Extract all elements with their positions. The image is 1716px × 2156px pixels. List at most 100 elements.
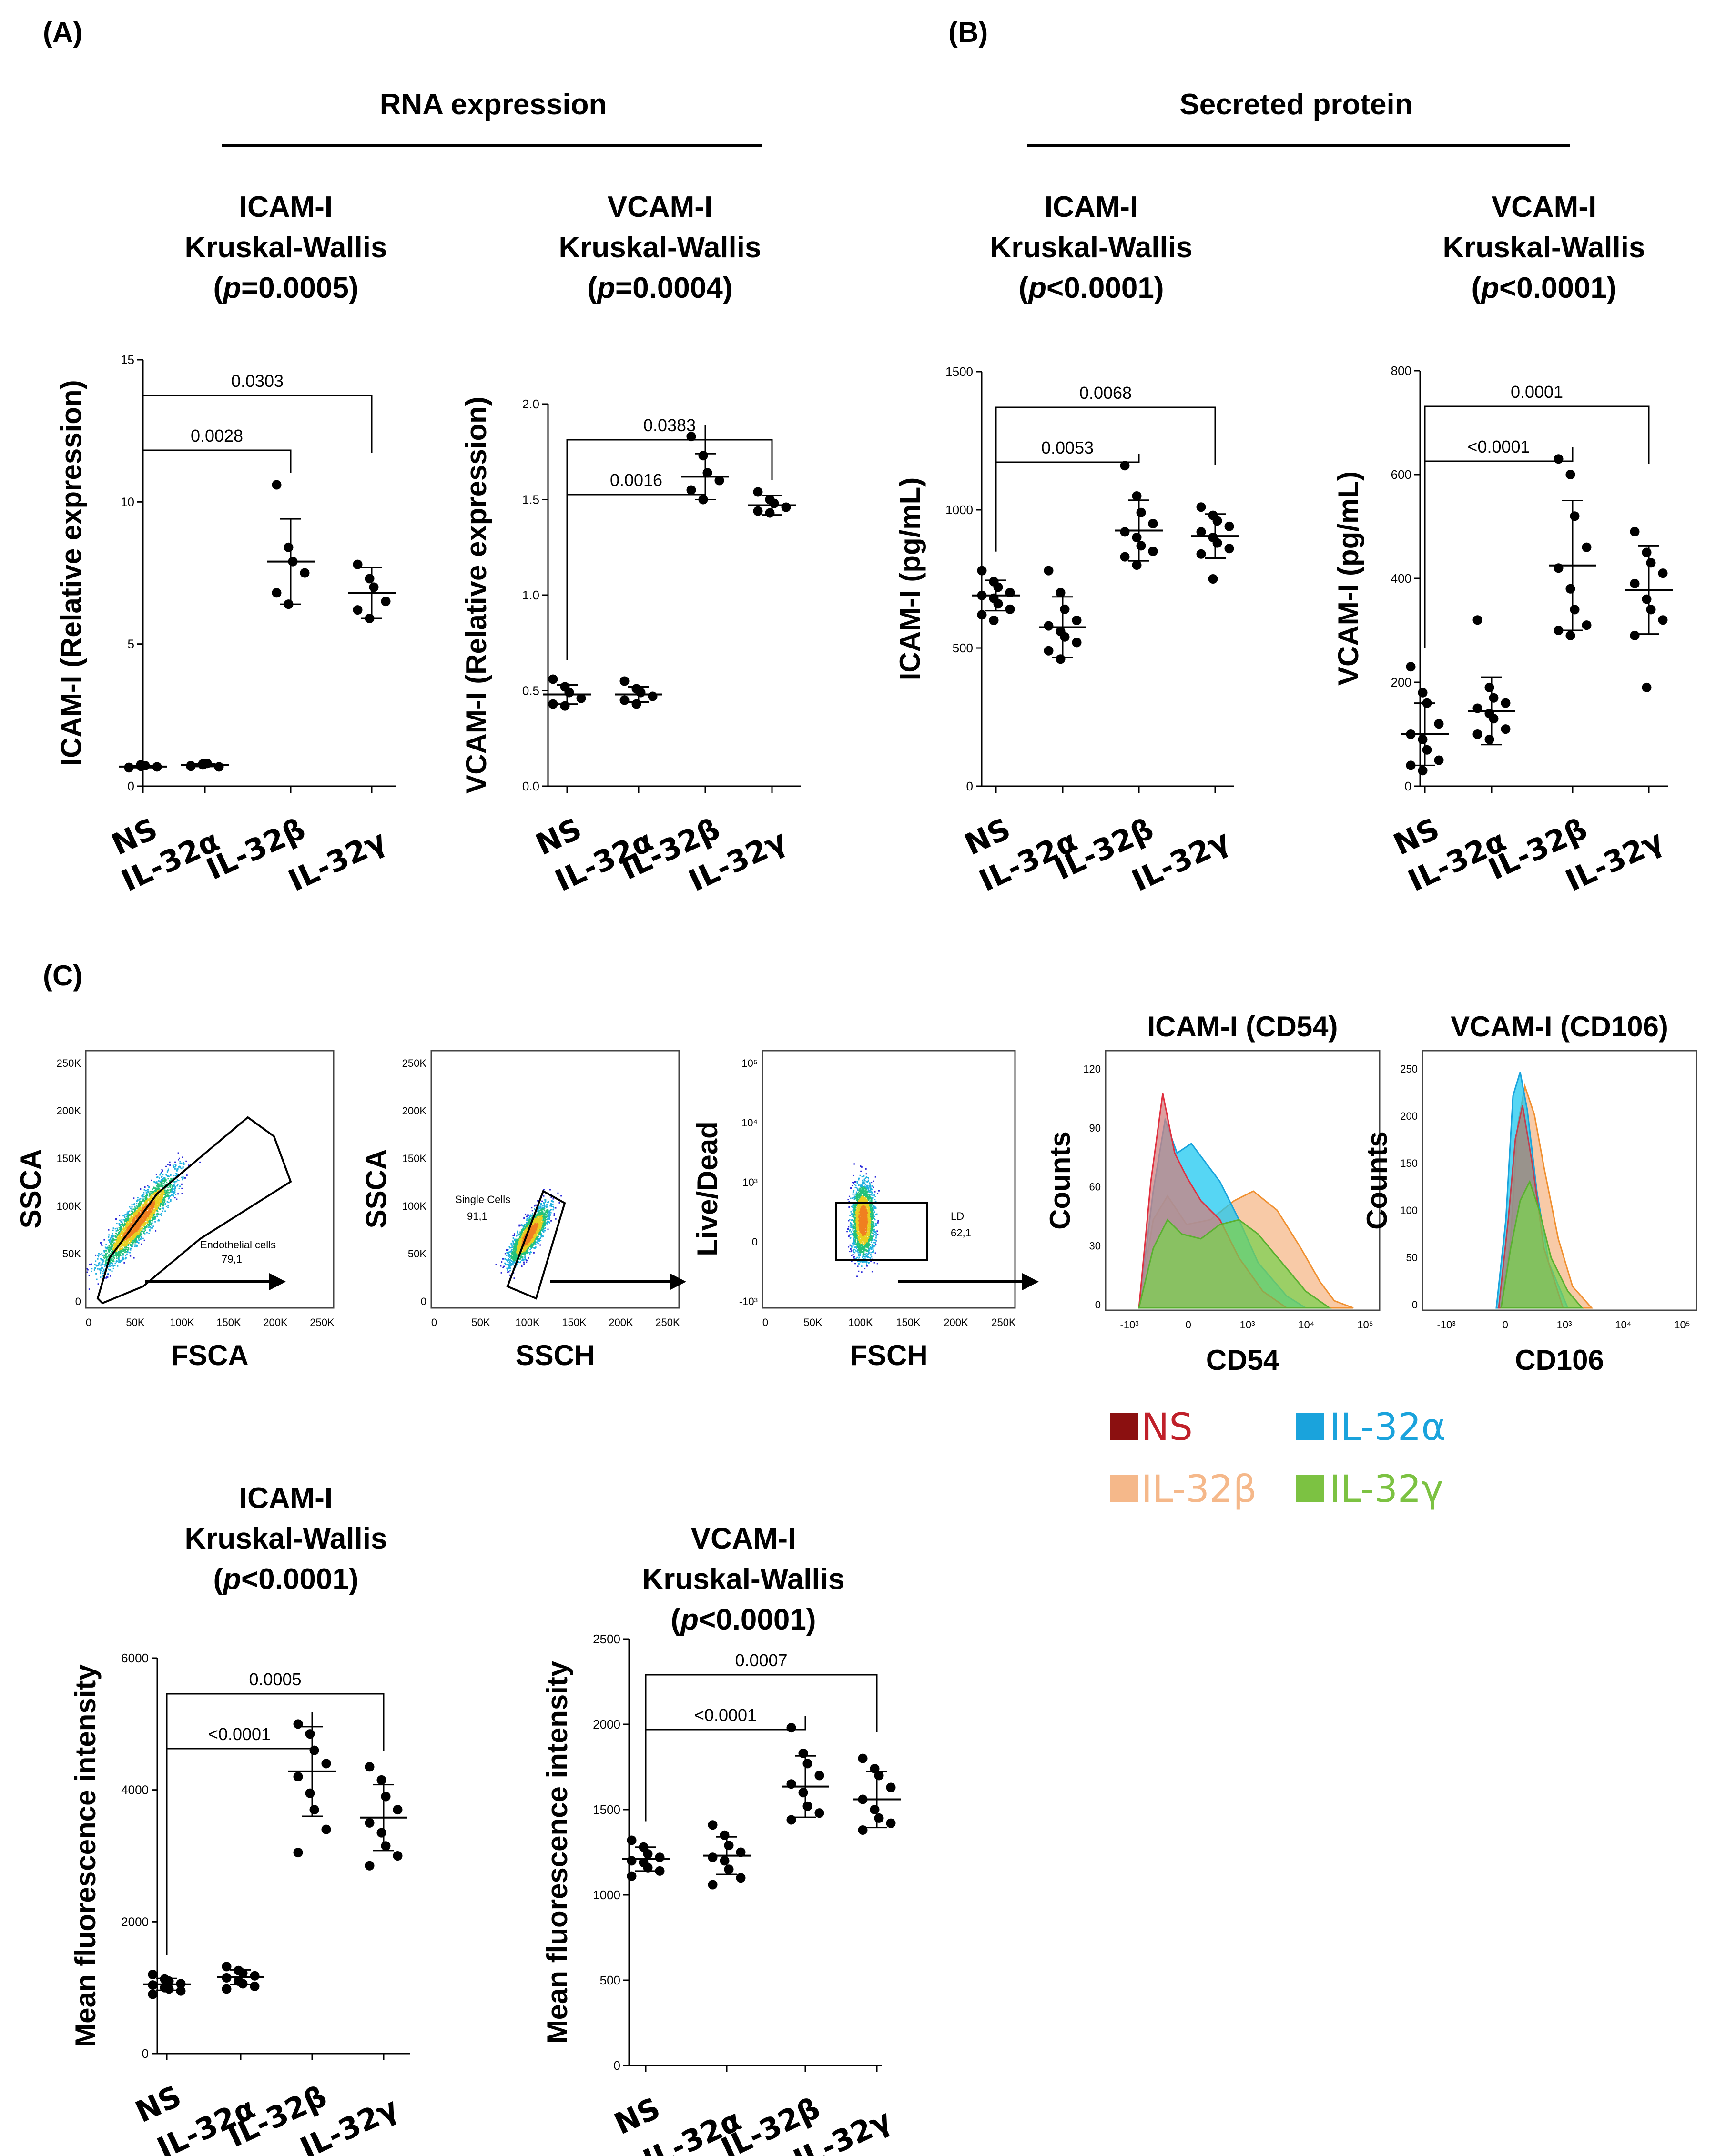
data-point: [1484, 734, 1494, 744]
pvalue-letter: p: [596, 272, 615, 304]
event-dot: [133, 1214, 135, 1216]
event-dot: [516, 1238, 518, 1240]
event-dot: [146, 1211, 148, 1213]
event-dot: [529, 1227, 531, 1229]
event-dot: [176, 1185, 178, 1187]
event-dot: [175, 1164, 177, 1166]
event-dot: [526, 1229, 528, 1231]
event-dot: [526, 1219, 528, 1221]
event-dot: [147, 1198, 149, 1200]
event-dot: [149, 1217, 151, 1219]
data-point: [1642, 682, 1652, 692]
event-dot: [154, 1208, 156, 1210]
event-dot: [144, 1233, 146, 1235]
event-dot: [141, 1218, 142, 1220]
event-dot: [174, 1164, 176, 1165]
data-point: [272, 480, 282, 490]
event-dot: [177, 1174, 179, 1175]
event-dot: [105, 1265, 107, 1267]
event-dot: [176, 1198, 178, 1200]
data-point: [786, 1815, 796, 1825]
event-dot: [163, 1193, 165, 1194]
data-point: [786, 1779, 796, 1789]
event-dot: [507, 1260, 508, 1262]
event-dot: [162, 1196, 163, 1198]
y-tick-label: 2000: [121, 1914, 149, 1929]
event-dot: [521, 1240, 523, 1242]
event-dot: [532, 1213, 534, 1215]
event-dot: [525, 1229, 527, 1231]
event-dot: [152, 1212, 153, 1214]
data-point: [548, 699, 558, 709]
event-dot: [150, 1191, 152, 1193]
event-dot: [112, 1235, 114, 1237]
y-tick-label: 50K: [62, 1248, 81, 1260]
event-dot: [152, 1206, 154, 1208]
chart-mfi-icam: ICAM-IKruskal-Wallis(p<0.0001)0200040006…: [70, 1482, 410, 2156]
event-dot: [125, 1225, 127, 1227]
event-dot: [135, 1225, 137, 1227]
event-dot: [547, 1218, 549, 1220]
event-dot: [161, 1183, 163, 1185]
event-dot: [142, 1194, 143, 1195]
event-dot: [144, 1222, 146, 1224]
event-dot: [511, 1260, 513, 1262]
event-dot: [115, 1255, 117, 1257]
comparison-bracket: [645, 1716, 806, 1822]
event-dot: [546, 1205, 548, 1207]
event-dot: [514, 1248, 516, 1250]
event-dot: [155, 1202, 157, 1204]
event-dot: [538, 1238, 540, 1240]
event-dot: [132, 1231, 134, 1233]
event-dot: [525, 1240, 527, 1242]
event-dot: [112, 1263, 113, 1265]
event-dot: [500, 1272, 502, 1274]
event-dot: [137, 1210, 139, 1212]
event-dot: [544, 1214, 546, 1215]
event-dot: [159, 1181, 161, 1183]
data-point: [798, 1748, 808, 1758]
event-dot: [510, 1265, 512, 1266]
event-dot: [152, 1215, 154, 1217]
event-dot: [156, 1195, 158, 1197]
event-dot: [182, 1167, 184, 1169]
event-dot: [125, 1245, 127, 1246]
event-dot: [173, 1181, 175, 1183]
event-dot: [139, 1206, 141, 1208]
event-dot: [157, 1176, 159, 1178]
x-tick-label: NS: [609, 2090, 665, 2141]
data-point: [393, 1851, 403, 1861]
event-dot: [513, 1277, 515, 1279]
event-dot: [127, 1245, 129, 1246]
y-tick-label: 500: [953, 641, 973, 655]
event-dot: [504, 1262, 506, 1264]
event-dot: [518, 1241, 520, 1243]
event-dot: [152, 1211, 154, 1213]
event-dot: [95, 1260, 97, 1262]
event-dot: [131, 1206, 133, 1208]
event-dot: [531, 1243, 533, 1245]
event-dot: [174, 1166, 176, 1168]
y-tick-label: 50K: [408, 1248, 426, 1260]
event-dot: [105, 1256, 107, 1258]
event-dot: [511, 1263, 513, 1265]
event-dot: [544, 1221, 546, 1223]
event-dot: [523, 1248, 525, 1250]
y-tick-label: 0: [614, 2058, 620, 2073]
event-dot: [520, 1255, 522, 1257]
event-dot: [119, 1237, 121, 1239]
event-dot: [162, 1190, 164, 1192]
event-dot: [159, 1194, 161, 1196]
event-dot: [174, 1182, 176, 1184]
event-dot: [512, 1244, 514, 1245]
event-dot: [139, 1202, 141, 1204]
data-point: [720, 1830, 730, 1840]
event-dot: [144, 1198, 146, 1200]
event-dot: [524, 1225, 526, 1227]
data-point: [1554, 563, 1564, 573]
event-dot: [160, 1194, 162, 1196]
event-dot: [127, 1228, 129, 1230]
event-dot: [515, 1239, 517, 1241]
event-dot: [526, 1249, 528, 1251]
data-point: [1658, 568, 1668, 578]
